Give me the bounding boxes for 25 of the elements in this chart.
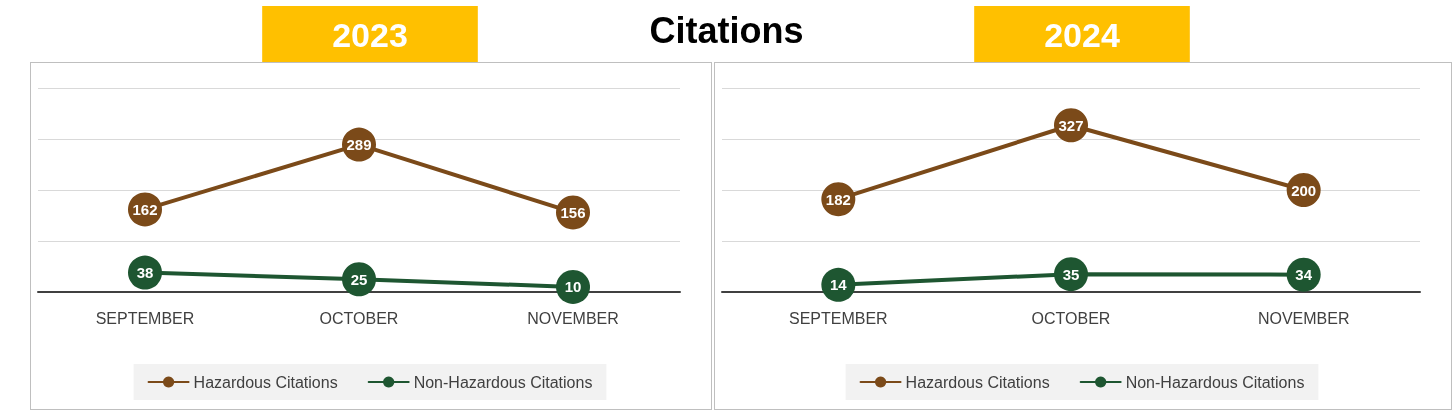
data-label: 156: [560, 203, 586, 221]
chart-title: 2023: [332, 16, 408, 54]
x-tick-label: NOVEMBER: [1257, 309, 1350, 327]
data-label: 200: [1291, 181, 1317, 199]
x-tick-label: OCTOBER: [1031, 309, 1111, 327]
data-label: 34: [1295, 266, 1313, 284]
legend-label: Non-Hazardous Citations: [413, 373, 593, 391]
data-label: 182: [825, 190, 851, 208]
legend-label: Non-Hazardous Citations: [1125, 373, 1305, 391]
data-label: 10: [564, 278, 582, 296]
legend-label: Hazardous Citations: [193, 373, 338, 391]
data-label: 289: [346, 136, 372, 154]
data-label: 327: [1058, 116, 1084, 134]
data-label: 162: [132, 200, 158, 218]
data-label: 38: [136, 264, 154, 282]
x-tick-label: NOVEMBER: [527, 309, 619, 327]
x-tick-label: SEPTEMBER: [95, 309, 195, 327]
x-tick-label: OCTOBER: [319, 309, 399, 327]
data-label: 14: [829, 276, 848, 294]
data-label: 25: [350, 270, 368, 288]
data-label: 35: [1062, 265, 1080, 283]
text: Citations: [649, 10, 804, 51]
legend-label: Hazardous Citations: [905, 373, 1050, 391]
x-tick-label: SEPTEMBER: [788, 309, 888, 327]
chart-title: 2024: [1044, 16, 1120, 54]
